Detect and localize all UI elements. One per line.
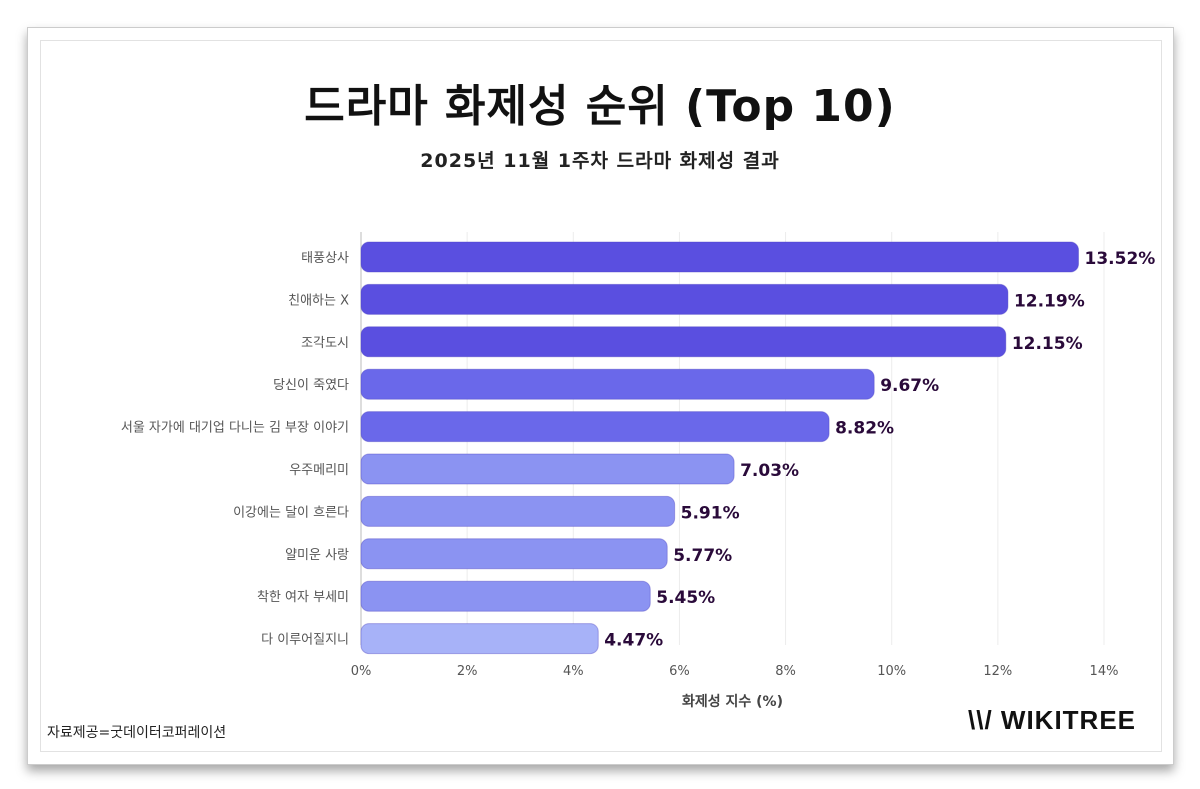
x-tick-label: 12% [983,664,1012,679]
bar [360,326,1007,358]
category-label: 우주메리미 [289,463,349,478]
data-label: 5.91% [681,503,740,523]
x-axis-label: 화제성 지수 (%) [682,694,783,710]
category-label: 착한 여자 부세미 [257,590,349,605]
chart-subtitle: 2025년 11월 1주차 드라마 화제성 결과 [420,150,780,172]
x-tick-label: 6% [669,664,690,679]
category-label: 태풍상사 [301,251,349,266]
x-tick-label: 8% [775,664,796,679]
chart-frame [40,40,1162,752]
category-label: 이강에는 달이 흐른다 [233,505,349,520]
category-label: 다 이루어질지니 [261,633,349,648]
logo-text: WIKITREE [1000,705,1137,735]
bar [360,580,651,612]
x-tick-label: 2% [457,664,478,679]
x-tick-label: 14% [1090,664,1119,679]
category-label: 조각도시 [301,336,349,351]
bar [360,623,599,655]
bar [360,538,668,570]
bar [360,241,1080,273]
x-tick-label: 4% [563,664,584,679]
bar [360,411,830,443]
x-tick-label: 10% [877,664,906,679]
category-label: 친애하는 X [288,293,349,308]
chart-title: 드라마 화제성 순위 (Top 10) [304,81,896,132]
data-label: 12.19% [1014,291,1085,311]
category-label: 얄미운 사랑 [285,547,349,563]
bar [360,368,875,400]
data-label: 4.47% [604,631,663,651]
x-tick-label: 0% [351,664,372,679]
source-credit: 자료제공=굿데이터코퍼레이션 [47,725,227,741]
data-label: 12.15% [1012,334,1083,354]
data-label: 7.03% [740,461,799,481]
bar [360,453,735,485]
data-label: 8.82% [835,419,894,439]
data-label: 5.77% [673,546,732,566]
wikitree-logo: \\/ WIKITREE [968,705,1137,735]
bar [360,283,1009,315]
bar [360,495,676,527]
category-label: 당신이 죽였다 [273,378,349,393]
data-label: 5.45% [656,588,715,608]
category-label: 서울 자가에 대기업 다니는 김 부장 이야기 [121,421,349,436]
data-label: 9.67% [880,376,939,396]
data-label: 13.52% [1085,249,1156,269]
